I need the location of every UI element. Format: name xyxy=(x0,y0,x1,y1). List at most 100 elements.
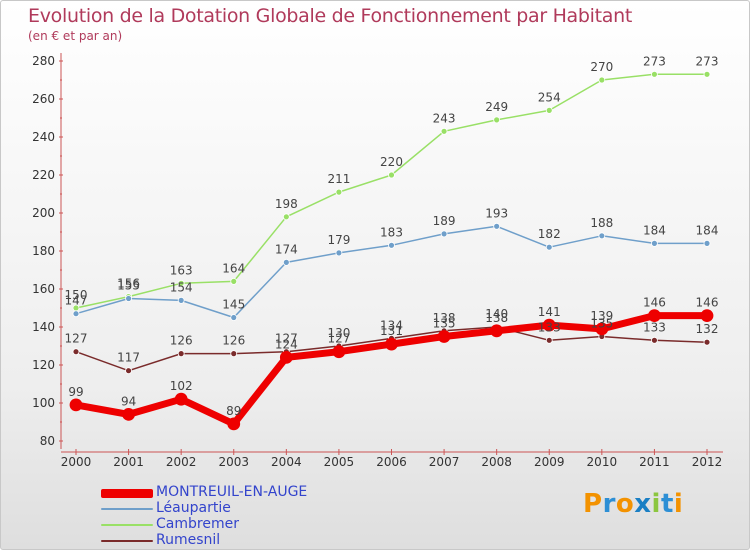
chart-title: Evolution de la Dotation Globale de Fonc… xyxy=(28,5,633,27)
data-point-rumesnil xyxy=(703,338,711,346)
y-tick-label: 80 xyxy=(40,434,55,448)
y-tick-label: 260 xyxy=(32,92,55,106)
legend-item-l-aupartie: Léaupartie xyxy=(101,500,361,517)
x-tick-label: 2006 xyxy=(376,455,407,469)
data-point-cambremer xyxy=(177,279,185,287)
data-point-l-aupartie xyxy=(125,295,132,302)
y-tick-label: 280 xyxy=(32,54,55,68)
data-point-cambremer xyxy=(282,213,290,221)
data-label-l-aupartie: 147 xyxy=(65,294,88,308)
data-label-rumesnil: 117 xyxy=(117,351,140,365)
legend-item-montreuil-en-auge: MONTREUIL-EN-AUGE xyxy=(101,484,361,501)
data-label-montreuil-en-auge: 102 xyxy=(170,379,193,393)
data-point-l-aupartie xyxy=(651,239,658,247)
data-point-montreuil-en-auge xyxy=(227,417,241,431)
data-point-montreuil-en-auge xyxy=(174,392,188,406)
x-tick-label: 2012 xyxy=(692,455,723,469)
y-tick-label: 100 xyxy=(32,396,55,410)
data-point-montreuil-en-auge xyxy=(700,309,714,323)
data-label-l-aupartie: 184 xyxy=(696,223,719,237)
data-label-montreuil-en-auge: 146 xyxy=(643,296,666,310)
data-label-cambremer: 163 xyxy=(170,263,193,277)
data-label-montreuil-en-auge: 127 xyxy=(327,332,350,346)
data-point-cambremer xyxy=(388,171,395,179)
data-point-montreuil-en-auge xyxy=(332,345,346,359)
data-point-montreuil-en-auge xyxy=(385,337,398,351)
data-label-cambremer: 150 xyxy=(65,288,88,302)
legend: MONTREUIL-EN-AUGE Léaupartie Cambremer Rume… xyxy=(101,484,361,549)
data-label-cambremer: 156 xyxy=(117,277,140,291)
data-label-montreuil-en-auge: 138 xyxy=(485,311,508,325)
data-label-cambremer: 164 xyxy=(222,261,245,275)
data-label-montreuil-en-auge: 124 xyxy=(275,337,298,351)
data-point-cambremer xyxy=(703,70,711,78)
y-tick-label: 160 xyxy=(32,282,55,296)
legend-swatch-cambremer xyxy=(101,524,153,526)
data-label-rumesnil: 134 xyxy=(380,318,403,332)
y-tick-label: 120 xyxy=(32,358,55,372)
legend-label-montreuil-en-auge: MONTREUIL-EN-AUGE xyxy=(156,484,308,500)
legend-item-cambremer: Cambremer xyxy=(101,516,361,533)
legend-item-rumesnil: Rumesnil xyxy=(101,532,361,549)
legend-label-l-aupartie: Léaupartie xyxy=(156,500,231,516)
data-point-cambremer xyxy=(651,70,658,78)
data-point-rumesnil xyxy=(230,350,238,358)
data-point-l-aupartie xyxy=(282,258,290,266)
data-label-rumesnil: 126 xyxy=(222,334,245,348)
data-label-montreuil-en-auge: 141 xyxy=(538,305,561,319)
data-point-montreuil-en-auge xyxy=(490,324,504,338)
data-point-l-aupartie xyxy=(72,310,80,318)
chart-subtitle: (en € et par an) xyxy=(28,29,123,43)
x-tick-label: 2004 xyxy=(271,455,302,469)
data-label-l-aupartie: 184 xyxy=(643,223,666,237)
data-label-cambremer: 243 xyxy=(433,111,456,125)
data-label-l-aupartie: 154 xyxy=(170,280,193,294)
data-point-cambremer xyxy=(545,107,553,114)
data-point-l-aupartie xyxy=(230,314,238,321)
proxiti-logo: Proxiti xyxy=(583,489,684,519)
data-label-rumesnil: 133 xyxy=(538,320,561,334)
data-label-montreuil-en-auge: 131 xyxy=(380,324,403,338)
data-label-rumesnil: 133 xyxy=(643,320,666,334)
data-label-rumesnil: 130 xyxy=(327,326,350,340)
data-label-l-aupartie: 183 xyxy=(380,225,403,239)
data-label-l-aupartie: 189 xyxy=(433,214,456,228)
legend-swatch-montreuil-en-auge xyxy=(101,488,153,498)
data-label-montreuil-en-auge: 89 xyxy=(226,404,241,418)
data-point-l-aupartie xyxy=(598,232,606,240)
data-label-cambremer: 211 xyxy=(327,172,350,186)
legend-label-cambremer: Cambremer xyxy=(156,516,239,532)
data-label-montreuil-en-auge: 135 xyxy=(433,317,456,331)
data-point-cambremer xyxy=(335,188,343,196)
data-point-montreuil-en-auge xyxy=(648,309,661,323)
data-point-l-aupartie xyxy=(177,296,185,304)
data-label-l-aupartie: 182 xyxy=(538,227,561,241)
data-point-rumesnil xyxy=(125,367,132,375)
x-tick-label: 2010 xyxy=(587,455,618,469)
legend-label-rumesnil: Rumesnil xyxy=(156,532,221,548)
data-label-rumesnil: 140 xyxy=(485,307,508,321)
data-label-l-aupartie: 145 xyxy=(222,298,245,312)
data-label-cambremer: 249 xyxy=(485,100,508,114)
data-point-l-aupartie xyxy=(545,243,553,251)
x-tick-label: 2000 xyxy=(61,455,92,469)
data-point-montreuil-en-auge xyxy=(279,350,293,364)
y-tick-label: 180 xyxy=(32,244,55,258)
data-label-cambremer: 198 xyxy=(275,197,298,211)
data-point-cambremer xyxy=(598,76,606,84)
y-tick-label: 220 xyxy=(32,168,55,182)
data-label-montreuil-en-auge: 99 xyxy=(68,385,83,399)
data-label-cambremer: 270 xyxy=(590,60,613,74)
data-label-rumesnil: 138 xyxy=(433,311,456,325)
x-tick-label: 2002 xyxy=(166,455,197,469)
data-point-rumesnil xyxy=(651,336,658,344)
y-tick-label: 140 xyxy=(32,320,55,334)
x-tick-label: 2008 xyxy=(481,455,512,469)
data-point-montreuil-en-auge xyxy=(542,318,556,332)
data-label-rumesnil: 126 xyxy=(170,334,193,348)
data-point-montreuil-en-auge xyxy=(595,322,609,336)
data-point-l-aupartie xyxy=(493,222,501,230)
data-point-montreuil-en-auge xyxy=(122,407,135,421)
